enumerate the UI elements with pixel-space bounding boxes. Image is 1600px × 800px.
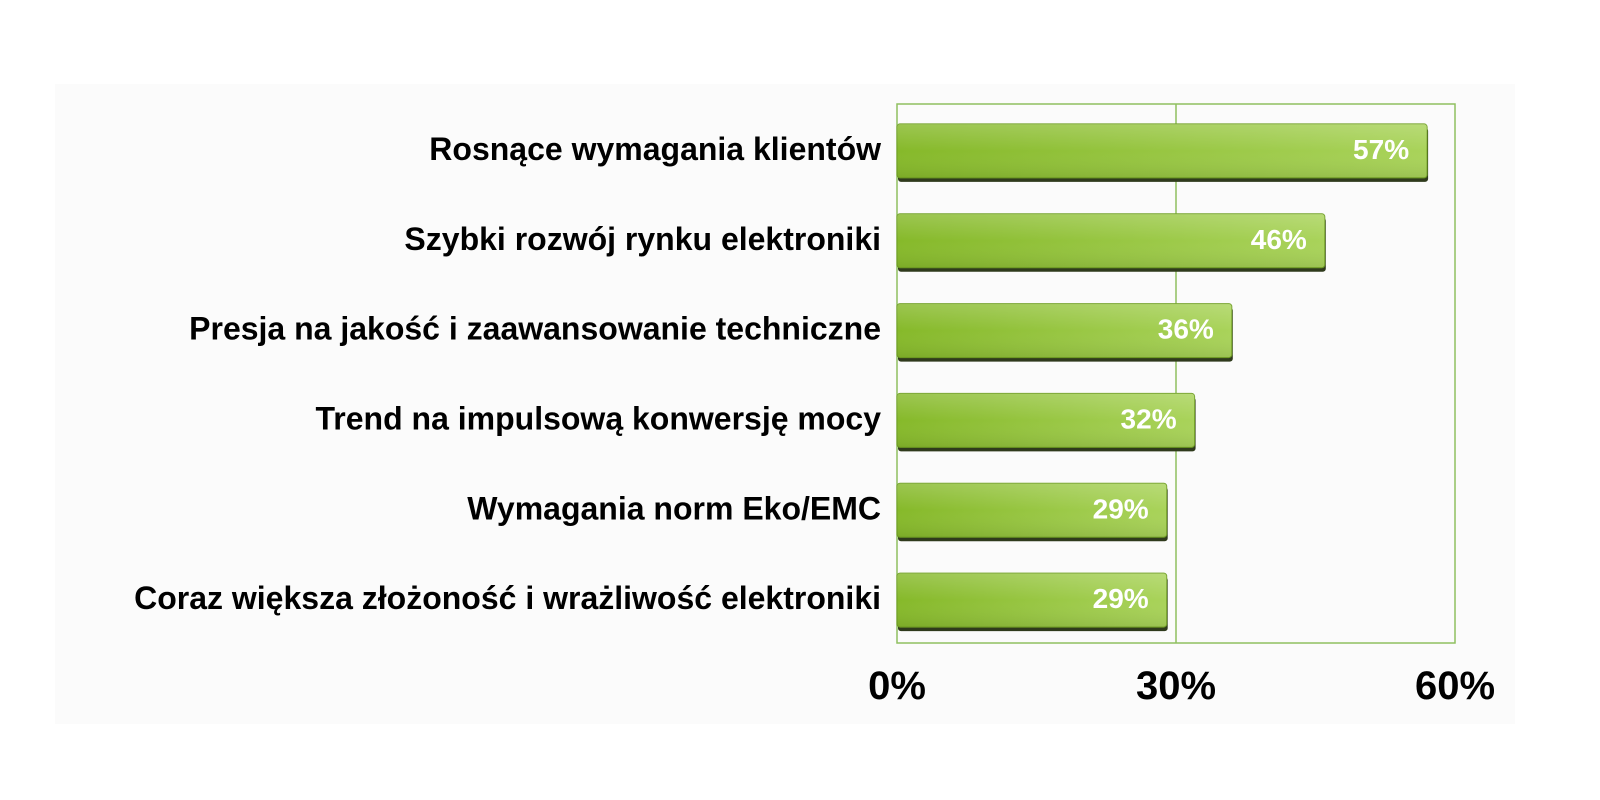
bar-highlight <box>897 303 1232 358</box>
category-label: Rosnące wymagania klientów <box>429 131 881 167</box>
x-tick-label: 30% <box>1136 664 1216 708</box>
bar-group: 32% <box>896 392 1196 452</box>
bar-value-label: 32% <box>1121 403 1177 434</box>
bar-value-label: 36% <box>1158 314 1214 345</box>
bar-highlight <box>897 483 1167 538</box>
category-labels: Rosnące wymagania klientów Szybki rozwój … <box>134 131 881 616</box>
bar-group: 57% <box>896 123 1429 182</box>
bar-group: 29% <box>896 572 1168 632</box>
category-label: Szybki rozwój rynku elektroniki <box>404 221 881 257</box>
x-tick-label: 60% <box>1415 664 1495 708</box>
bar-value-label: 46% <box>1251 224 1307 255</box>
bar-group: 36% <box>896 303 1233 362</box>
x-axis-ticks: 0% 30% 60% <box>868 664 1495 708</box>
x-tick-label: 0% <box>868 664 926 708</box>
grid <box>896 103 1456 644</box>
bar-value-label: 29% <box>1093 583 1149 614</box>
bar-highlight <box>897 573 1167 628</box>
category-label: Trend na impulsową konwersję mocy <box>316 400 882 436</box>
bar-value-label: 29% <box>1093 493 1149 524</box>
category-label: Wymagania norm Eko/EMC <box>467 490 881 526</box>
bar-highlight <box>897 393 1195 448</box>
bar-highlight <box>897 213 1325 268</box>
bar-group: 29% <box>896 482 1168 542</box>
chart-background <box>55 84 1515 724</box>
category-label: Coraz większa złożoność i wrażliwość ele… <box>134 580 881 616</box>
bars: 57% 46% 36% 32% 29% 29% <box>896 123 1429 632</box>
bar-value-label: 57% <box>1353 134 1409 165</box>
bar-highlight <box>897 123 1428 178</box>
bar-group: 46% <box>896 213 1326 272</box>
category-label: Presja na jakość i zaawansowanie technic… <box>189 311 881 347</box>
